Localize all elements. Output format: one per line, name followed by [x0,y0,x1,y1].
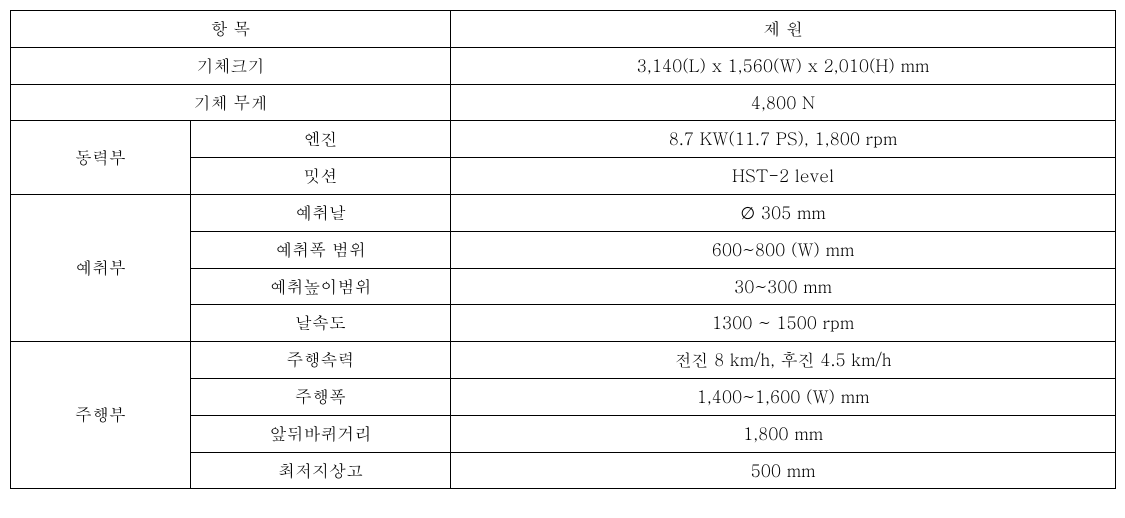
spec-cell: 3,140(L) x 1,560(W) x 2,010(H) mm [451,47,1116,84]
header-item: 항 목 [11,11,451,48]
item-cell: 기체크기 [11,47,451,84]
spec-table: 항 목 제 원 기체크기 3,140(L) x 1,560(W) x 2,010… [10,10,1116,489]
header-spec: 제 원 [451,11,1116,48]
spec-cell: 전진 8 km/h, 후진 4.5 km/h [451,342,1116,379]
spec-cell: 1,400~1,600 (W) mm [451,378,1116,415]
group-cell: 동력부 [11,121,191,195]
subitem-cell: 엔진 [191,121,451,158]
table-row: 기체크기 3,140(L) x 1,560(W) x 2,010(H) mm [11,47,1116,84]
spec-cell: 1300 ~ 1500 rpm [451,305,1116,342]
subitem-cell: 주행속력 [191,342,451,379]
spec-cell: 8.7 KW(11.7 PS), 1,800 rpm [451,121,1116,158]
subitem-cell: 예취높이범위 [191,268,451,305]
subitem-cell: 밋션 [191,158,451,195]
spec-cell: HST-2 level [451,158,1116,195]
table-header-row: 항 목 제 원 [11,11,1116,48]
spec-cell: 4,800 N [451,84,1116,121]
table-row: 기체 무게 4,800 N [11,84,1116,121]
subitem-cell: 주행폭 [191,378,451,415]
spec-cell: 500 mm [451,452,1116,489]
subitem-cell: 예취날 [191,194,451,231]
spec-cell: 1,800 mm [451,415,1116,452]
subitem-cell: 예취폭 범위 [191,231,451,268]
subitem-cell: 최저지상고 [191,452,451,489]
table-row: 동력부 엔진 8.7 KW(11.7 PS), 1,800 rpm [11,121,1116,158]
item-cell: 기체 무게 [11,84,451,121]
group-cell: 예취부 [11,194,191,341]
table-row: 예취부 예취날 ∅ 305 mm [11,194,1116,231]
subitem-cell: 앞뒤바퀴거리 [191,415,451,452]
subitem-cell: 날속도 [191,305,451,342]
spec-cell: 600~800 (W) mm [451,231,1116,268]
group-cell: 주행부 [11,342,191,489]
spec-cell: ∅ 305 mm [451,194,1116,231]
table-row: 주행부 주행속력 전진 8 km/h, 후진 4.5 km/h [11,342,1116,379]
spec-cell: 30~300 mm [451,268,1116,305]
